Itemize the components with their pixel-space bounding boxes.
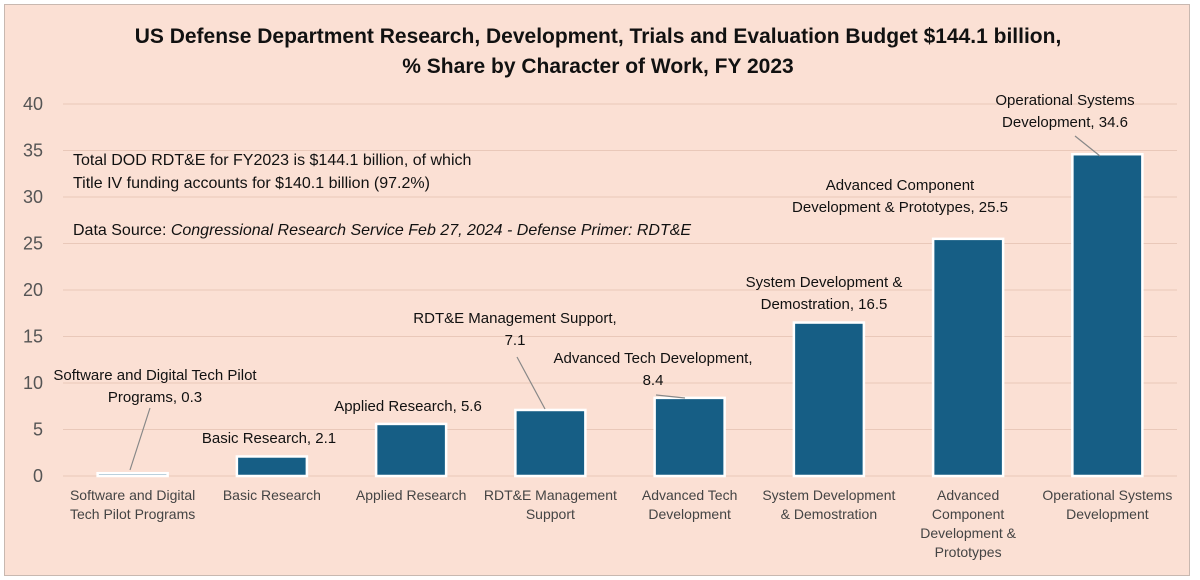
x-tick-label-line: Basic Research bbox=[223, 487, 321, 503]
chart-title-line-1: US Defense Department Research, Developm… bbox=[135, 25, 1062, 48]
data-label: RDT&E Management Support, 7.1 bbox=[413, 310, 616, 349]
leader-line-0 bbox=[129, 407, 151, 471]
bar-chart: US Defense Department Research, Developm… bbox=[23, 25, 1177, 560]
data-label: Advanced Tech Development, 8.4 bbox=[553, 350, 752, 389]
chart-title-line-2: % Share by Character of Work, FY 2023 bbox=[402, 55, 793, 78]
bar-7 bbox=[1071, 152, 1144, 478]
bar-6 bbox=[931, 237, 1005, 478]
y-tick-label: 25 bbox=[23, 234, 43, 254]
x-tick-label-line: RDT&E Management bbox=[484, 487, 617, 503]
annotations: Total DOD RDT&E for FY2023 is $144.1 bil… bbox=[73, 152, 691, 239]
x-tick-label-line: Development bbox=[648, 506, 731, 522]
chart-container: US Defense Department Research, Developm… bbox=[4, 4, 1190, 576]
data-label-line: Advanced Tech Development, bbox=[553, 350, 752, 367]
x-tick-label-line: Development bbox=[1066, 506, 1149, 522]
leader-line-7 bbox=[1074, 135, 1101, 157]
x-tick-label: System Development & Demostration bbox=[762, 487, 895, 522]
y-tick-label: 35 bbox=[23, 141, 43, 161]
x-tick-label: RDT&E Management Support bbox=[484, 487, 617, 522]
bar-0 bbox=[96, 471, 169, 478]
x-tick-label-line: Prototypes bbox=[935, 544, 1002, 560]
data-label-line: Programs, 0.3 bbox=[108, 389, 202, 406]
data-label-line: Operational Systems bbox=[995, 92, 1134, 109]
leader-line-3 bbox=[516, 356, 546, 410]
data-label-line: 7.1 bbox=[505, 332, 526, 349]
data-label-line: 8.4 bbox=[643, 372, 664, 389]
bar-1 bbox=[235, 455, 309, 478]
data-label-line: Applied Research, 5.6 bbox=[334, 398, 482, 415]
x-tick-label: Advanced Tech Development bbox=[642, 487, 737, 522]
total-note-line-2: Title IV funding accounts for $140.1 bil… bbox=[73, 175, 430, 192]
data-label-line: Software and Digital Tech Pilot bbox=[53, 367, 257, 384]
data-label: Advanced Component Development & Prototyp… bbox=[792, 177, 1008, 216]
source-prefix: Data Source: bbox=[73, 222, 171, 239]
x-tick-label: Applied Research bbox=[356, 487, 467, 503]
x-tick-label: Basic Research bbox=[223, 487, 321, 503]
data-label: Software and Digital Tech Pilot Programs,… bbox=[53, 367, 257, 406]
x-tick-label: Operational Systems Development bbox=[1042, 487, 1172, 522]
x-tick-label-line: Component bbox=[932, 506, 1004, 522]
y-axis-ticks: 0 5 10 15 20 25 30 35 40 bbox=[23, 94, 43, 486]
data-label-line: Demostration, 16.5 bbox=[761, 296, 888, 313]
y-tick-label: 10 bbox=[23, 373, 43, 393]
x-tick-label-line: System Development bbox=[762, 487, 895, 503]
y-tick-label: 30 bbox=[23, 187, 43, 207]
data-label-line: Advanced Component bbox=[826, 177, 975, 194]
data-label: Operational Systems Development, 34.6 bbox=[995, 92, 1134, 131]
x-tick-label-line: Software and Digital bbox=[70, 487, 195, 503]
x-tick-label-line: Advanced bbox=[937, 487, 999, 503]
data-label: Basic Research, 2.1 bbox=[202, 430, 336, 447]
data-label-line: Development, 34.6 bbox=[1002, 114, 1128, 131]
chart-title: US Defense Department Research, Developm… bbox=[135, 25, 1062, 78]
data-label-line: RDT&E Management Support, bbox=[413, 310, 616, 327]
x-tick-label-line: & Demostration bbox=[781, 506, 877, 522]
y-tick-label: 0 bbox=[33, 466, 43, 486]
data-label: Applied Research, 5.6 bbox=[334, 398, 482, 415]
bar-2 bbox=[374, 422, 448, 478]
x-tick-label-line: Development & bbox=[920, 525, 1016, 541]
y-tick-label: 40 bbox=[23, 94, 43, 114]
x-tick-label-line: Tech Pilot Programs bbox=[70, 506, 195, 522]
data-label-line: Development & Prototypes, 25.5 bbox=[792, 199, 1008, 216]
source-note: Data Source: Congressional Research Serv… bbox=[73, 222, 691, 239]
y-tick-label: 5 bbox=[33, 420, 43, 440]
x-tick-label-line: Operational Systems bbox=[1042, 487, 1172, 503]
bar-3 bbox=[514, 408, 587, 478]
data-label-line: Basic Research, 2.1 bbox=[202, 430, 336, 447]
data-label: System Development & Demostration, 16.5 bbox=[746, 274, 903, 313]
bar-4 bbox=[653, 396, 726, 478]
gridlines bbox=[63, 103, 1177, 477]
source-text: Congressional Research Service Feb 27, 2… bbox=[171, 222, 692, 239]
y-tick-label: 20 bbox=[23, 280, 43, 300]
data-labels: Software and Digital Tech Pilot Programs,… bbox=[53, 92, 1135, 471]
x-tick-label-line: Advanced Tech bbox=[642, 487, 737, 503]
total-note-line-1: Total DOD RDT&E for FY2023 is $144.1 bil… bbox=[73, 152, 471, 169]
bar-5 bbox=[792, 321, 866, 478]
x-tick-label: Advanced Component Development & Prototypes bbox=[920, 487, 1016, 560]
leader-line-4 bbox=[655, 394, 686, 399]
x-tick-label-line: Support bbox=[526, 506, 575, 522]
y-tick-label: 15 bbox=[23, 327, 43, 347]
data-label-line: System Development & bbox=[746, 274, 903, 291]
x-axis-ticks: Software and Digital Tech Pilot Programs B… bbox=[70, 487, 1172, 560]
x-tick-label-line: Applied Research bbox=[356, 487, 467, 503]
bars bbox=[96, 152, 1144, 478]
x-tick-label: Software and Digital Tech Pilot Programs bbox=[70, 487, 195, 522]
